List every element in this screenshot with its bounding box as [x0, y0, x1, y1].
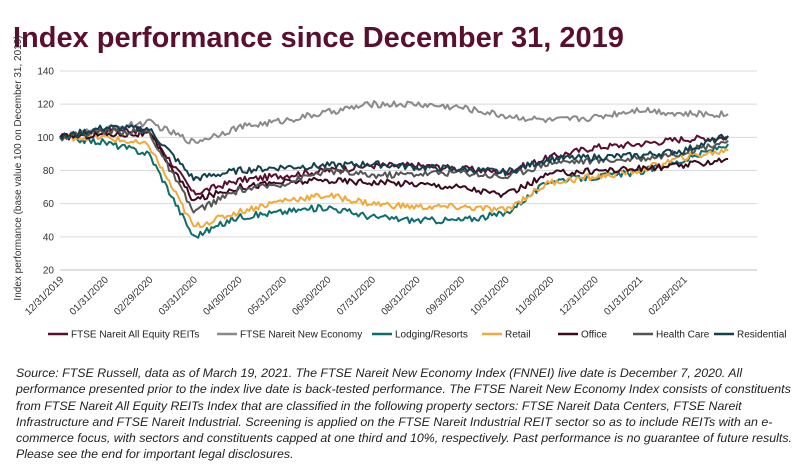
legend-label: Health Care — [656, 330, 710, 341]
series-line — [59, 129, 729, 202]
y-axis: 20 40 60 80 100 120 140 — [37, 67, 54, 277]
legend-label: FTSE Nareit New Economy — [240, 330, 362, 341]
x-tick-label: 10/31/2020 — [469, 274, 512, 317]
y-tick-label: 20 — [43, 266, 55, 277]
x-tick-label: 04/30/2020 — [201, 274, 244, 317]
x-tick-label: 06/30/2020 — [290, 274, 333, 317]
y-tick-label: 100 — [37, 133, 54, 144]
legend: FTSE Nareit All Equity REITs FTSE Nareit … — [48, 330, 786, 341]
legend-label: Residential — [737, 330, 786, 341]
x-tick-label: 08/31/2020 — [379, 274, 422, 317]
y-tick-label: 120 — [37, 100, 54, 111]
x-tick-label: 02/29/2020 — [112, 274, 155, 317]
y-tick-label: 60 — [43, 199, 55, 210]
series-layer — [59, 100, 729, 239]
chart-title: Index performance since December 31, 201… — [13, 22, 624, 54]
series-line — [59, 124, 729, 182]
series-line — [59, 134, 729, 239]
series-line — [59, 126, 729, 214]
x-axis: 12/31/2019 01/31/2020 02/29/2020 03/31/2020… — [23, 274, 690, 317]
legend-label: FTSE Nareit All Equity REITs — [71, 330, 199, 341]
x-tick-label: 03/31/2020 — [157, 274, 200, 317]
series-line — [59, 125, 729, 196]
x-tick-label: 09/30/2020 — [424, 274, 467, 317]
legend-label: Office — [581, 330, 607, 341]
y-tick-label: 40 — [43, 232, 55, 243]
y-tick-label: 140 — [37, 67, 54, 78]
x-tick-label: 11/30/2020 — [514, 274, 557, 317]
x-tick-label: 07/31/2020 — [335, 274, 378, 317]
source-note: Source: FTSE Russell, data as of March 1… — [16, 366, 792, 462]
x-tick-label: 01/31/2021 — [602, 274, 645, 317]
x-tick-label: 12/31/2019 — [23, 274, 66, 317]
x-tick-label: 05/31/2020 — [246, 274, 289, 317]
y-tick-label: 80 — [43, 166, 55, 177]
legend-label: Lodging/Resorts — [395, 330, 468, 341]
series-line — [59, 100, 729, 145]
y-axis-label: Index performance (base value 100 on Dec… — [13, 35, 24, 300]
legend-label: Retail — [505, 330, 531, 341]
x-tick-label: 12/31/2020 — [558, 274, 601, 317]
x-tick-label: 01/31/2020 — [68, 274, 111, 317]
x-tick-label: 02/28/2021 — [647, 274, 690, 317]
